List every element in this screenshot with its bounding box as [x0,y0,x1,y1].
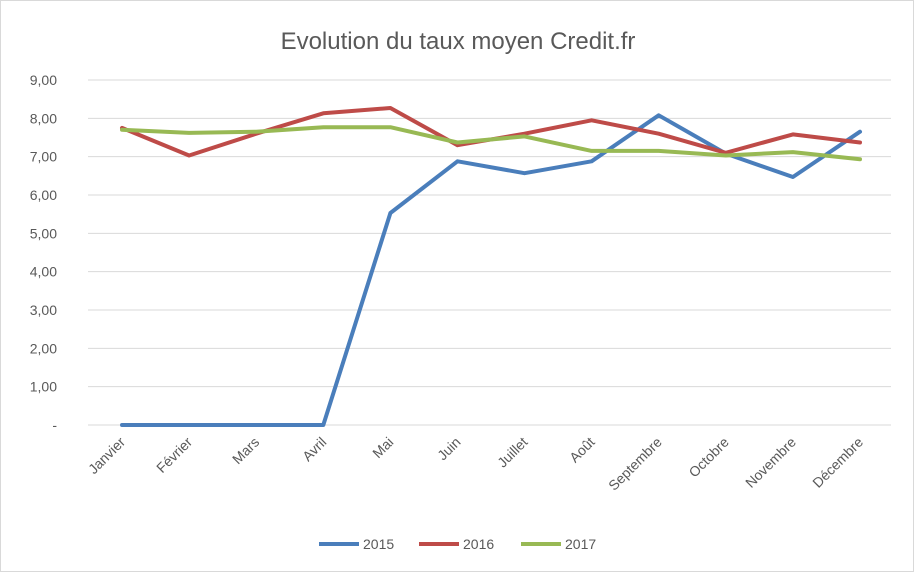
x-tick-label: Novembre [742,434,799,491]
legend: 2015 2016 2017 [319,536,596,552]
y-tick-label: 9,00 [30,72,57,88]
x-tick-label: Septembre [605,434,665,494]
x-tick-label: Juillet [494,434,531,471]
series-line-2017 [120,125,862,162]
x-tick-label: Décembre [809,434,866,491]
x-tick-label: Juin [434,434,463,463]
y-tick-label: 2,00 [30,340,57,356]
y-tick-label: 3,00 [30,302,57,318]
x-tick-label: Mai [369,434,396,461]
legend-label-2016: 2016 [463,536,494,552]
x-axis-tick-labels: Janvier Février Mars Avril Mai Juin Juillet Aoû… [85,434,866,494]
series-lines [120,106,862,427]
legend-label-2015: 2015 [363,536,394,552]
x-tick-label: Février [153,434,195,476]
series-line-2015 [120,113,862,427]
y-tick-label: 1,00 [30,379,57,395]
y-tick-label: - [52,417,57,433]
chart-title: Evolution du taux moyen Credit.fr [281,28,636,55]
x-tick-label: Mars [229,434,262,467]
x-tick-label: Janvier [85,434,128,477]
y-axis-tick-labels: - 1,00 2,00 3,00 4,00 5,00 6,00 7,00 8,00 9,00 [30,72,58,433]
y-tick-label: 6,00 [30,187,57,203]
x-tick-label: Octobre [685,434,732,481]
y-tick-label: 5,00 [30,225,57,241]
y-tick-label: 4,00 [30,264,57,280]
gridlines [88,79,891,426]
legend-label-2017: 2017 [565,536,596,552]
y-tick-label: 7,00 [30,149,57,165]
y-tick-label: 8,00 [30,110,57,126]
x-tick-label: Août [566,434,598,466]
x-tick-label: Avril [299,434,329,464]
